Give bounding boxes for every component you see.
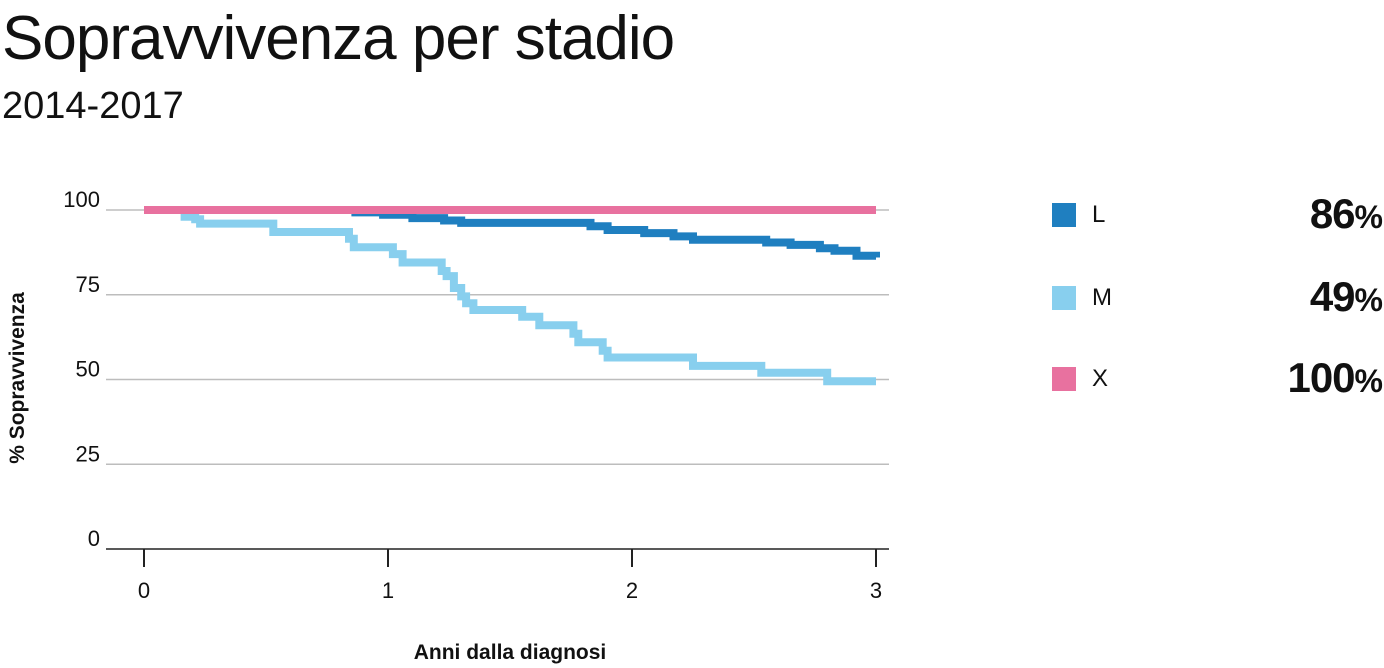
x-axis: 0 1 2 3 (138, 549, 882, 603)
legend-label-m: M (1092, 284, 1112, 311)
legend-value-l: 86% (1309, 190, 1383, 237)
grid-lines (106, 209, 889, 550)
x-tick-label: 2 (626, 578, 638, 603)
legend-swatch-l (1052, 203, 1076, 227)
y-tick-label: 50 (76, 357, 100, 382)
legend-value-x: 100% (1287, 354, 1383, 401)
series-lines (144, 206, 880, 386)
chart-subtitle: 2014-2017 (2, 85, 184, 127)
y-tick-label: 100 (63, 187, 100, 212)
series-line-m (180, 212, 876, 386)
legend-item-x: X 100% (1052, 354, 1383, 401)
legend-item-l: L 86% (1052, 190, 1383, 237)
x-tick-label: 3 (870, 578, 882, 603)
chart-title: Sopravvivenza per stadio (2, 4, 675, 73)
legend-swatch-m (1052, 286, 1076, 310)
y-tick-label: 0 (88, 526, 100, 551)
y-axis-label: % Sopravvivenza (6, 292, 29, 464)
y-tick-label: 75 (76, 272, 100, 297)
x-tick-label: 0 (138, 578, 150, 603)
x-tick-label: 1 (382, 578, 394, 603)
series-line-l (351, 208, 880, 260)
legend-swatch-x (1052, 367, 1076, 391)
legend-label-x: X (1092, 365, 1109, 392)
legend-value-m: 49% (1309, 273, 1383, 320)
legend-item-m: M 49% (1052, 273, 1383, 320)
legend-label-l: L (1092, 201, 1106, 228)
y-tick-label: 25 (76, 441, 100, 466)
y-axis-ticks: 0 25 50 75 100 (63, 187, 100, 551)
x-axis-label: Anni dalla diagnosi (414, 641, 607, 664)
